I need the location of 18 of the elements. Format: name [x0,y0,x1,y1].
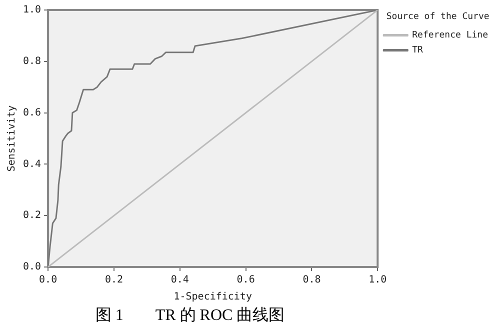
x-axis-title: 1-Specificity [174,292,252,303]
x-tick-label: 0.4 [170,274,189,286]
x-tick-label: 0.0 [39,274,58,286]
y-tick-label: 0.6 [23,107,42,118]
y-axis-title: Sensitivity [6,105,18,172]
y-tick-label: 0.0 [23,262,42,273]
y-tick-label: 1.0 [23,4,42,16]
y-tick-label: 0.2 [23,210,42,222]
legend-label: Reference Line [412,30,488,41]
x-tick-label: 0.6 [236,274,255,286]
y-tick-label: 0.4 [23,158,42,170]
legend-label: TR [412,46,424,56]
text: 图 1 TR 的 ROC 曲线图 [94,306,286,326]
x-tick-label: 0.2 [104,274,124,286]
x-tick-label: 0.8 [302,274,321,286]
y-tick-label: 0.8 [23,56,42,67]
x-tick-label: 1.0 [368,274,387,286]
legend-title: Source of the Curve [386,12,490,22]
